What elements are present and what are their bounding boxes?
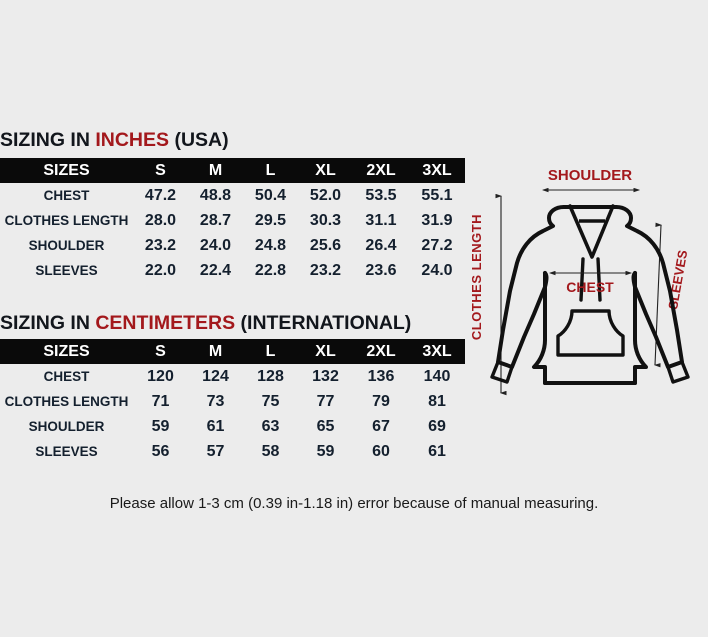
svg-text:CHEST: CHEST	[566, 279, 614, 295]
svg-text:SHOULDER: SHOULDER	[548, 167, 632, 184]
